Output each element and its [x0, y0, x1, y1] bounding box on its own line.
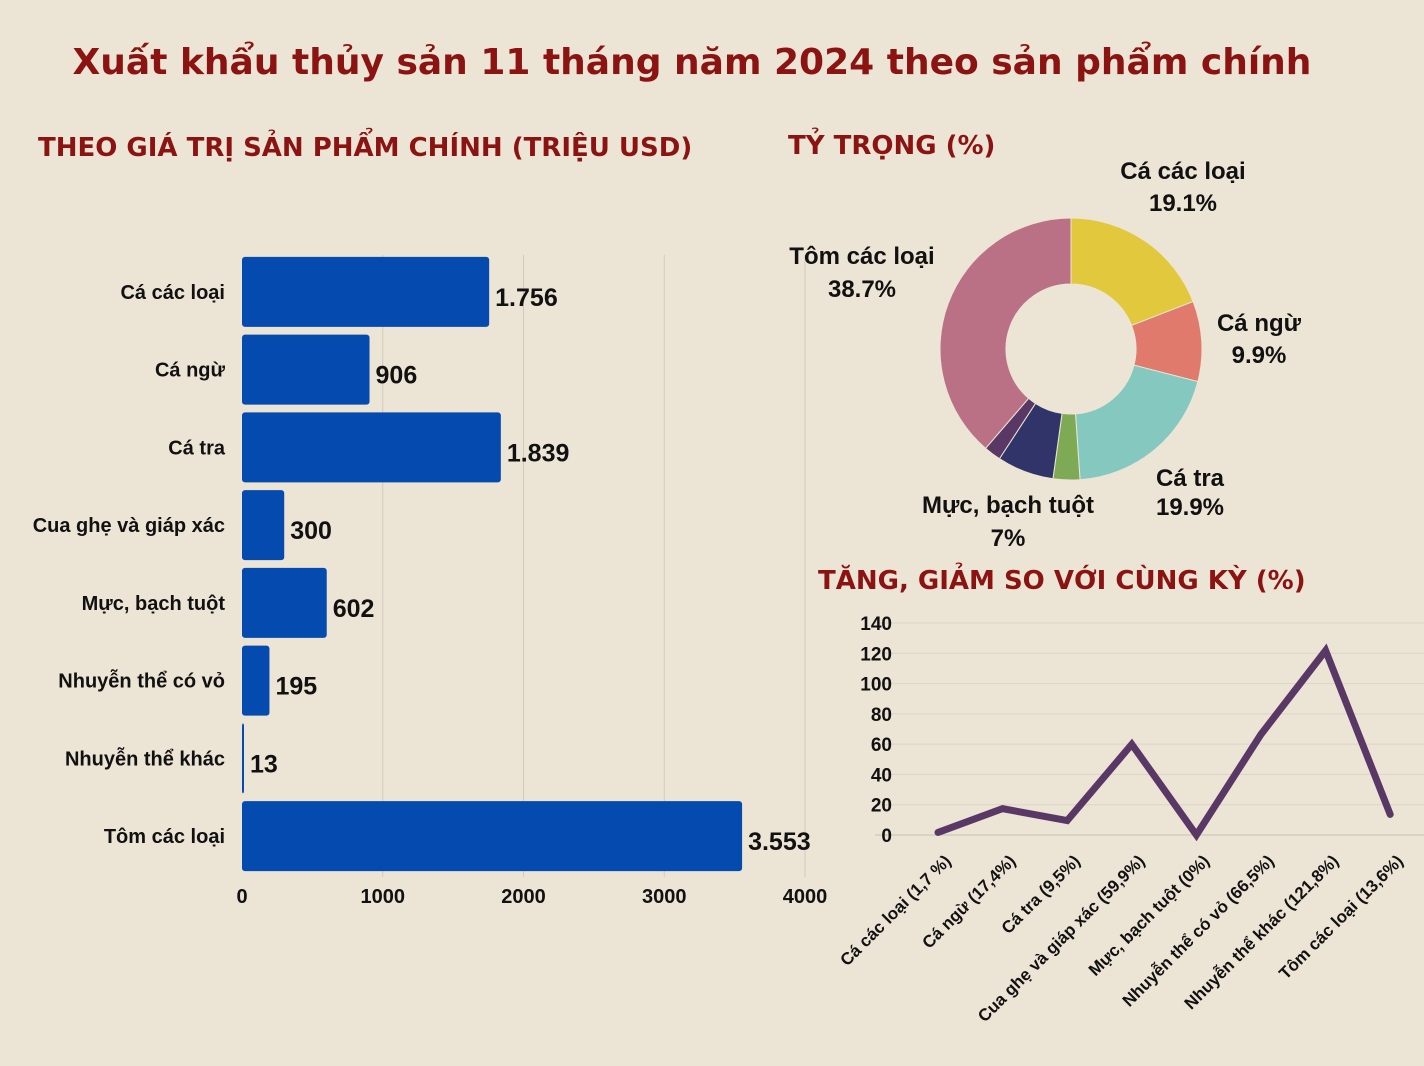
- data-point: [936, 830, 940, 835]
- category-label: Cá các loại: [120, 282, 225, 304]
- x-tick-label: 2000: [501, 886, 546, 908]
- data-label: 1.756: [495, 284, 558, 312]
- data-point: [1129, 742, 1134, 747]
- y-tick-label: 100: [860, 675, 892, 696]
- bar-chart-title: THEO GIÁ TRỊ SẢN PHẨM CHÍNH (TRIỆU USD): [38, 126, 692, 163]
- slice-value: 19.9%: [1156, 494, 1224, 521]
- category-label: Nhuyễn thể khác: [65, 746, 225, 770]
- data-label: 13: [250, 750, 278, 778]
- data-point: [1194, 833, 1199, 837]
- slice-label: Cá tra: [1156, 465, 1225, 492]
- category-label: Cua ghẹ và giáp xác: [33, 515, 225, 537]
- slice-label: Cá các loại: [1120, 158, 1245, 185]
- data-label: 300: [290, 517, 332, 545]
- data-label: 3.553: [748, 828, 811, 856]
- category-label: Cá tra: [168, 437, 226, 459]
- category-label: Nhuyễn thể có vỏ: [58, 669, 225, 693]
- data-label: 195: [275, 673, 317, 701]
- main-title: Xuất khẩu thủy sản 11 tháng năm 2024 the…: [73, 41, 1312, 83]
- bar: [242, 567, 327, 638]
- x-tick-label: 1000: [361, 886, 406, 908]
- bar-chart: 0 1000 2000 3000 4000 Cá các loại 1.756 Cá ngừ 9…: [33, 255, 828, 908]
- x-tick-label: 0: [236, 886, 247, 908]
- x-category-label: Mực, bạch tuột (0%): [1085, 851, 1213, 979]
- slice-label: Cá ngừ: [1217, 310, 1302, 337]
- bar: [242, 256, 490, 327]
- bar: [242, 801, 743, 872]
- pie-chart-title: TỶ TRỌNG (%): [788, 126, 995, 161]
- series-line: [934, 643, 1394, 842]
- x-tick-label: 3000: [642, 886, 687, 908]
- y-tick-label: 20: [871, 796, 892, 817]
- data-label: 602: [333, 595, 375, 623]
- y-tick-label: 140: [860, 614, 892, 635]
- data-point: [1065, 818, 1070, 823]
- y-tick-label: 80: [871, 705, 892, 726]
- slice-value: 7%: [991, 525, 1026, 552]
- bar: [242, 490, 285, 561]
- y-tick-label: 60: [871, 735, 892, 756]
- category-label: Tôm các loại: [104, 826, 225, 848]
- x-category-label: Cá các loại (1,7 %): [836, 851, 954, 969]
- bar: [242, 412, 501, 483]
- bar: [242, 334, 370, 405]
- y-tick-label: 120: [860, 644, 892, 665]
- category-label: Cá ngừ: [155, 360, 226, 382]
- bar: [242, 645, 270, 716]
- data-point: [1388, 812, 1393, 817]
- category-label: Mực, bạch tuột: [82, 593, 226, 615]
- y-tick-label: 0: [881, 826, 892, 847]
- data-point: [1000, 806, 1005, 811]
- data-point: [1259, 732, 1263, 737]
- slice-label: Tôm các loại: [789, 243, 934, 270]
- data-point: [1323, 648, 1328, 653]
- slice-label: Mực, bạch tuột: [922, 492, 1094, 519]
- slice-value: 9.9%: [1232, 342, 1287, 369]
- data-label: 1.839: [507, 439, 570, 467]
- data-label: 906: [376, 362, 418, 390]
- bar: [242, 723, 244, 794]
- y-tick-label: 40: [871, 765, 892, 786]
- line-chart-title: TĂNG, GIẢM SO VỚI CÙNG KỲ (%): [818, 561, 1306, 596]
- donut-slice: [1074, 364, 1199, 481]
- slice-value: 19.1%: [1149, 190, 1217, 217]
- donut-slice: [1070, 217, 1194, 327]
- donut-slice: [939, 217, 1072, 450]
- slice-value: 38.7%: [828, 276, 896, 303]
- x-category-label: Tôm các loại (13,6%): [1275, 851, 1407, 983]
- x-tick-label: 4000: [783, 886, 828, 908]
